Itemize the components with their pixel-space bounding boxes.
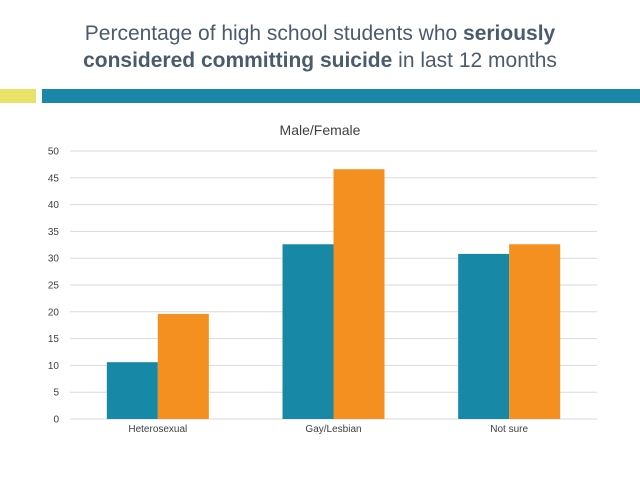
y-tick-label: 20 [48,307,60,318]
accent-bar-teal [42,89,640,103]
y-tick-label: 50 [48,147,60,158]
x-category-label: Gay/Lesbian [305,424,361,435]
bar-female-heterosexual [157,313,209,419]
title-bold-1: seriously [463,22,556,45]
axis-labels: 0 5 10 15 20 25 30 35 40 45 50 Heterosexual Gay/Lesb… [48,147,529,436]
bar-male-not-sure [458,253,510,419]
y-tick-label: 40 [48,200,60,211]
bar-male-gay-lesbian [282,244,334,419]
bar-male-heterosexual [106,362,158,419]
y-tick-label: 35 [48,227,60,238]
bar-female-gay-lesbian [333,169,385,419]
y-tick-label: 5 [53,388,59,399]
bar-chart: Male/Female 0 5 10 15 20 25 30 35 40 45 50 Heterose… [48,122,597,436]
title-text-2: in last 12 months [392,49,557,72]
chart-title: Male/Female [280,122,361,138]
bar-female-not-sure [509,244,561,419]
bars [106,169,561,419]
title-text-1: Percentage of high school students who [84,22,464,45]
slide-title: Percentage of high school students who s… [0,20,640,74]
accent-bar-yellow [0,89,36,103]
y-tick-label: 15 [48,334,60,345]
y-tick-label: 0 [53,415,59,426]
y-tick-label: 30 [48,254,60,265]
x-category-label: Not sure [490,424,528,435]
y-tick-label: 45 [48,173,60,184]
y-tick-label: 25 [48,281,60,292]
x-category-label: Heterosexual [128,424,187,435]
y-tick-label: 10 [48,361,60,372]
title-bold-2: considered committing suicide [83,49,393,72]
